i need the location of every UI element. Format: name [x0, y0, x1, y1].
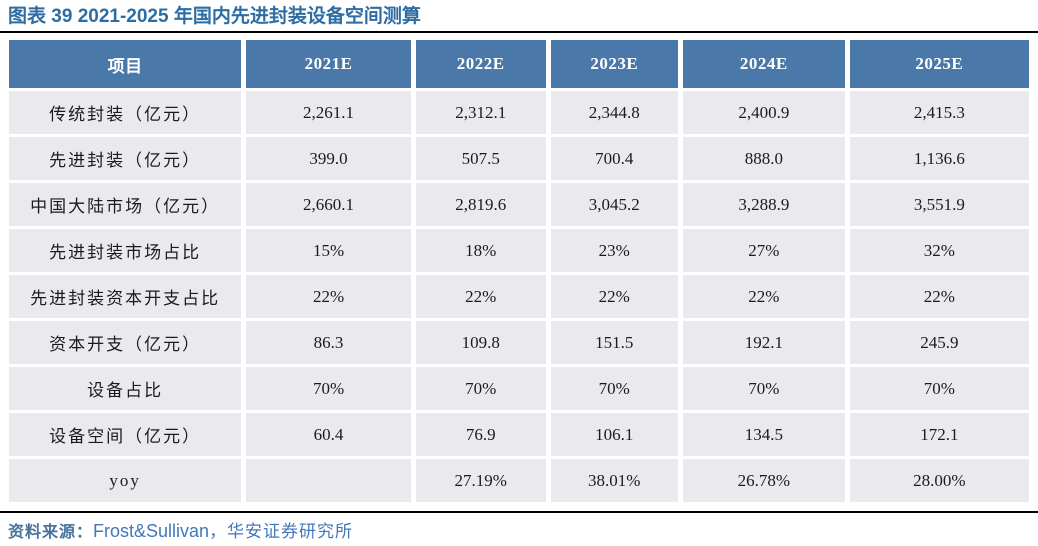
- column-header-item: 项目: [9, 40, 242, 88]
- cell-value: 26.78%: [682, 459, 845, 502]
- cell-value: 27.19%: [415, 459, 546, 502]
- cell-value: 106.1: [550, 413, 678, 456]
- cell-value: 3,551.9: [849, 183, 1029, 226]
- cell-value: 70%: [550, 367, 678, 410]
- row-label: 先进封装（亿元）: [9, 137, 242, 180]
- cell-value: 18%: [415, 229, 546, 272]
- footer-divider: [0, 511, 1038, 513]
- cell-value: 151.5: [550, 321, 678, 364]
- cell-value: 22%: [849, 275, 1029, 318]
- cell-value: 27%: [682, 229, 845, 272]
- cell-value: 888.0: [682, 137, 845, 180]
- cell-value: 2,344.8: [550, 91, 678, 134]
- cell-value: 60.4: [246, 413, 411, 456]
- cell-value: 32%: [849, 229, 1029, 272]
- cell-value: 134.5: [682, 413, 845, 456]
- source-name-english: Frost&Sullivan: [93, 521, 210, 541]
- cell-value: 109.8: [415, 321, 546, 364]
- cell-value: 700.4: [550, 137, 678, 180]
- row-label: 先进封装资本开支占比: [9, 275, 242, 318]
- table-row: 先进封装市场占比 15% 18% 23% 27% 32%: [9, 229, 1029, 272]
- row-label: 中国大陆市场（亿元）: [9, 183, 242, 226]
- cell-value: 70%: [415, 367, 546, 410]
- cell-value: 22%: [682, 275, 845, 318]
- row-label: yoy: [9, 459, 242, 502]
- column-header-2021e: 2021E: [246, 40, 411, 88]
- cell-value: 15%: [246, 229, 411, 272]
- table-row: 资本开支（亿元） 86.3 109.8 151.5 192.1 245.9: [9, 321, 1029, 364]
- cell-value: 2,819.6: [415, 183, 546, 226]
- cell-value: 172.1: [849, 413, 1029, 456]
- column-header-2024e: 2024E: [682, 40, 845, 88]
- table-row: 设备空间（亿元） 60.4 76.9 106.1 134.5 172.1: [9, 413, 1029, 456]
- cell-value: 2,261.1: [246, 91, 411, 134]
- table-row: yoy 27.19% 38.01% 26.78% 28.00%: [9, 459, 1029, 502]
- cell-value: 86.3: [246, 321, 411, 364]
- table-row: 传统封装（亿元） 2,261.1 2,312.1 2,344.8 2,400.9 2,41…: [9, 91, 1029, 134]
- row-label: 传统封装（亿元）: [9, 91, 242, 134]
- row-label: 设备空间（亿元）: [9, 413, 242, 456]
- report-figure: 图表 39 2021-2025 年国内先进封装设备空间测算 项目 2021E 2…: [0, 6, 1038, 541]
- cell-value: 2,400.9: [682, 91, 845, 134]
- row-label: 先进封装市场占比: [9, 229, 242, 272]
- cell-value: 76.9: [415, 413, 546, 456]
- figure-title: 图表 39 2021-2025 年国内先进封装设备空间测算: [8, 6, 421, 27]
- cell-value: 3,045.2: [550, 183, 678, 226]
- table-row: 中国大陆市场（亿元） 2,660.1 2,819.6 3,045.2 3,288.9 3,…: [9, 183, 1029, 226]
- table-row: 先进封装（亿元） 399.0 507.5 700.4 888.0 1,136.6: [9, 137, 1029, 180]
- cell-value: 1,136.6: [849, 137, 1029, 180]
- cell-value: 2,312.1: [415, 91, 546, 134]
- cell-value: 2,660.1: [246, 183, 411, 226]
- cell-value: 38.01%: [550, 459, 678, 502]
- cell-value: 2,415.3: [849, 91, 1029, 134]
- cell-value: 23%: [550, 229, 678, 272]
- cell-value: [246, 459, 411, 502]
- table-row: 先进封装资本开支占比 22% 22% 22% 22% 22%: [9, 275, 1029, 318]
- cell-value: 70%: [682, 367, 845, 410]
- cell-value: 70%: [246, 367, 411, 410]
- column-header-2022e: 2022E: [415, 40, 546, 88]
- cell-value: 507.5: [415, 137, 546, 180]
- source-note: 资料来源：Frost&Sullivan，华安证券研究所: [0, 518, 1038, 546]
- cell-value: 22%: [246, 275, 411, 318]
- cell-value: 70%: [849, 367, 1029, 410]
- cell-value: 245.9: [849, 321, 1029, 364]
- table-row: 设备占比 70% 70% 70% 70% 70%: [9, 367, 1029, 410]
- cell-value: 28.00%: [849, 459, 1029, 502]
- column-header-2025e: 2025E: [849, 40, 1029, 88]
- cell-value: 22%: [415, 275, 546, 318]
- row-label: 资本开支（亿元）: [9, 321, 242, 364]
- cell-value: 399.0: [246, 137, 411, 180]
- row-label: 设备占比: [9, 367, 242, 410]
- cell-value: 3,288.9: [682, 183, 845, 226]
- source-label: 资料来源：: [8, 524, 94, 541]
- cell-value: 22%: [550, 275, 678, 318]
- table-body: 传统封装（亿元） 2,261.1 2,312.1 2,344.8 2,400.9 2,41…: [9, 91, 1029, 502]
- cell-value: 192.1: [682, 321, 845, 364]
- data-table: 项目 2021E 2022E 2023E 2024E 2025E 传统封装（亿元…: [4, 37, 1034, 505]
- title-divider: [0, 31, 1038, 33]
- table-header-row: 项目 2021E 2022E 2023E 2024E 2025E: [9, 40, 1029, 88]
- column-header-2023e: 2023E: [550, 40, 678, 88]
